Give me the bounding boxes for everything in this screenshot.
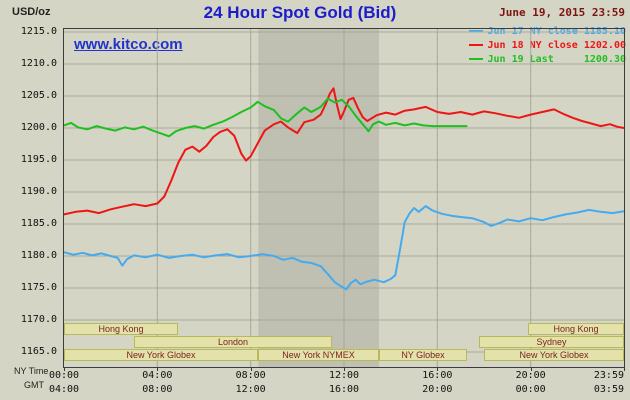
series-line-2	[64, 87, 624, 216]
chart-title: 24 Hour Spot Gold (Bid)	[203, 3, 397, 22]
x-axis-ny-tick-label: 00:00	[48, 370, 80, 381]
y-axis-tick-label: 1165.0	[20, 346, 57, 357]
x-axis-ny-tick-label: 20:00	[515, 370, 546, 381]
nymex-highlight-band	[258, 29, 379, 367]
x-axis-ny-tick-label: 16:00	[422, 370, 453, 381]
session-band-london: London	[134, 336, 332, 348]
x-axis-ny-tick-label: 23:59	[593, 370, 624, 381]
y-axis-tick-label: 1170.0	[20, 314, 57, 325]
y-axis-units-label: USD/oz	[12, 6, 51, 18]
legend-line-sample-icon	[468, 58, 483, 60]
session-band-sydney: Sydney	[479, 336, 624, 348]
x-axis-tick-mark	[624, 368, 625, 371]
x-axis-gmt-tick-label: 16:00	[328, 384, 360, 395]
plot-area: Hong Kong Hong Kong London Sydney New York G…	[63, 28, 625, 368]
y-axis-tick-label: 1200.0	[20, 122, 57, 133]
legend-label: Jun 19 Last 1200.30	[487, 53, 626, 65]
x-axis-gmt-tick-label: 20:00	[422, 384, 453, 395]
legend-label: Jun 18 NY close 1202.00	[487, 39, 626, 51]
x-axis-gmt-tick-label: 03:59	[593, 384, 624, 395]
x-axis-tick-mark	[344, 368, 345, 371]
legend-item-1: Jun 17 NY close 1185.10	[468, 24, 626, 38]
legend-item-2: Jun 18 NY close 1202.00	[468, 38, 626, 52]
series-line-3	[64, 97, 468, 138]
y-axis-tick-label: 1185.0	[20, 218, 57, 229]
x-axis-ny-tick-label: 12:00	[328, 370, 360, 381]
legend-label: Jun 17 NY close 1185.10	[487, 25, 626, 37]
session-band-new-york-globex: New York Globex	[64, 349, 258, 361]
y-axis-tick-label: 1215.0	[20, 26, 57, 37]
x-axis-gmt-label: GMT	[24, 380, 44, 390]
x-axis-ny-tick-label: 08:00	[235, 370, 266, 381]
legend-item-3: Jun 19 Last 1200.30	[468, 52, 626, 66]
x-axis-gmt-tick-label: 08:00	[142, 384, 173, 395]
legend: Jun 17 NY close 1185.10 Jun 18 NY close 1…	[468, 24, 626, 66]
y-axis-tick-label: 1190.0	[20, 186, 57, 197]
y-axis-tick-label: 1180.0	[20, 250, 57, 261]
chart-timestamp: June 19, 2015 23:59	[499, 6, 625, 19]
x-axis-gmt-tick-label: 12:00	[235, 384, 266, 395]
x-axis-ny-tick-label: 04:00	[142, 370, 173, 381]
x-axis-tick-mark	[251, 368, 252, 371]
x-axis-tick-mark	[64, 368, 65, 371]
y-axis-tick-label: 1195.0	[20, 154, 57, 165]
x-axis-ny-time-label: NY Time	[14, 366, 49, 376]
y-axis-tick-label: 1205.0	[20, 90, 57, 101]
session-band-hong-kong: Hong Kong	[528, 323, 624, 335]
series-line-1	[64, 205, 624, 291]
legend-line-sample-icon	[468, 30, 483, 32]
session-band-ny-globex: NY Globex	[379, 349, 467, 361]
session-band-new-york-globex: New York Globex	[484, 349, 624, 361]
y-axis-tick-label: 1175.0	[20, 282, 57, 293]
kitco-watermark-link[interactable]: www.kitco.com	[74, 36, 183, 53]
chart-canvas	[64, 29, 624, 367]
x-axis-gmt-tick-label: 00:00	[515, 384, 546, 395]
legend-line-sample-icon	[468, 44, 483, 46]
session-band-hong-kong: Hong Kong	[64, 323, 178, 335]
x-axis-tick-mark	[437, 368, 438, 371]
x-axis-tick-mark	[531, 368, 532, 371]
session-band-new-york-nymex: New York NYMEX	[258, 349, 379, 361]
x-axis-gmt-tick-label: 04:00	[48, 384, 80, 395]
y-axis-tick-label: 1210.0	[20, 58, 57, 69]
x-axis-tick-mark	[157, 368, 158, 371]
